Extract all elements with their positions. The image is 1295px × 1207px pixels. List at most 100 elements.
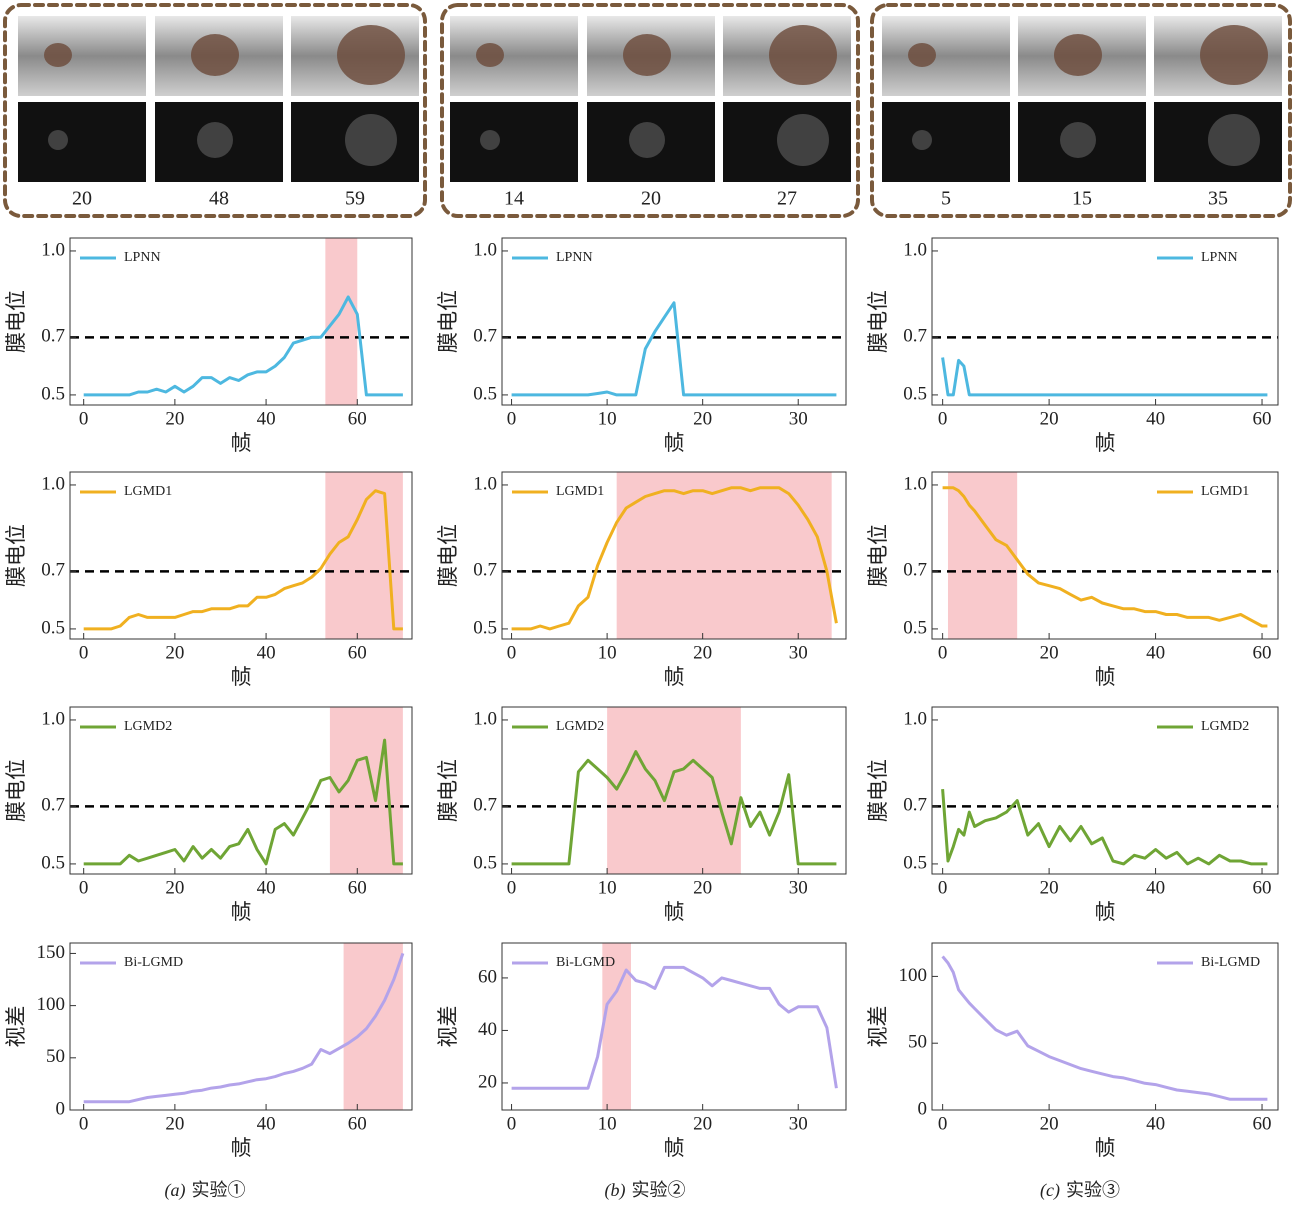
x-tick-label: 10 xyxy=(598,642,617,663)
y-tick-label: 0 xyxy=(918,1098,928,1119)
y-tick-label: 0.7 xyxy=(41,560,65,581)
x-tick-label: 40 xyxy=(257,1113,276,1134)
legend-label: LGMD2 xyxy=(124,719,172,734)
ball xyxy=(623,34,671,76)
x-axis-label: 帧 xyxy=(1095,665,1116,689)
y-tick-label: 0.7 xyxy=(903,560,927,581)
ball xyxy=(191,34,239,76)
y-tick-label: 40 xyxy=(478,1019,497,1040)
x-tick-label: 20 xyxy=(165,1113,184,1134)
caption-text: 实验① xyxy=(192,1180,246,1200)
x-tick-label: 0 xyxy=(79,408,89,429)
legend-label: LPNN xyxy=(556,250,593,265)
caption: (b) 实验② xyxy=(605,1180,686,1201)
y-axis-label: 膜电位 xyxy=(866,524,890,587)
disparity-blob xyxy=(777,114,829,166)
frame-number: 5 xyxy=(941,188,951,210)
x-tick-label: 20 xyxy=(693,408,712,429)
highlight-region xyxy=(947,472,1018,639)
series-line xyxy=(511,965,838,1090)
disparity-blob xyxy=(912,130,932,150)
caption-label: (a) xyxy=(165,1180,186,1201)
y-axis-label: 膜电位 xyxy=(436,524,460,587)
y-tick-label: 0.7 xyxy=(473,795,497,816)
y-tick-label: 0 xyxy=(56,1098,66,1119)
highlight-region xyxy=(343,943,403,1110)
y-tick-label: 0.5 xyxy=(41,852,65,873)
frame-number: 15 xyxy=(1072,188,1092,210)
panel-frame xyxy=(870,3,1292,218)
x-tick-label: 20 xyxy=(1040,1113,1059,1134)
x-axis-label: 帧 xyxy=(664,665,685,689)
ball xyxy=(1054,34,1102,76)
axes-box xyxy=(69,706,413,875)
x-tick-label: 0 xyxy=(79,642,89,663)
x-tick-label: 20 xyxy=(165,642,184,663)
series-line xyxy=(511,486,838,631)
panel-frame xyxy=(440,3,860,218)
x-tick-label: 20 xyxy=(165,877,184,898)
axes-box xyxy=(931,706,1279,875)
y-tick-label: 1.0 xyxy=(473,708,497,729)
y-axis-label: 膜电位 xyxy=(866,290,890,353)
ball xyxy=(908,43,936,67)
x-axis-label: 帧 xyxy=(231,665,252,689)
axes-box xyxy=(931,471,1279,640)
axes-box xyxy=(69,471,413,640)
axes-box xyxy=(69,237,413,406)
x-axis-label: 帧 xyxy=(1095,900,1116,924)
panel-frame xyxy=(3,3,427,218)
y-tick-label: 0.5 xyxy=(473,383,497,404)
y-tick-label: 0.5 xyxy=(903,852,927,873)
y-tick-label: 0.7 xyxy=(473,560,497,581)
camera-image xyxy=(450,16,578,96)
x-tick-label: 30 xyxy=(789,642,808,663)
y-tick-label: 0.7 xyxy=(41,326,65,347)
legend-label: Bi-LGMD xyxy=(1201,955,1260,970)
y-axis-label: 视差 xyxy=(436,1006,460,1048)
series-line xyxy=(511,301,837,397)
disparity-blob xyxy=(629,122,665,158)
legend-label: LGMD1 xyxy=(1201,484,1249,499)
frame-number: 27 xyxy=(777,188,797,210)
x-tick-label: 40 xyxy=(257,642,276,663)
caption: (c) 实验③ xyxy=(1040,1180,1120,1201)
x-tick-label: 30 xyxy=(789,877,808,898)
x-tick-label: 0 xyxy=(938,642,948,663)
axes-box xyxy=(931,942,1279,1111)
x-tick-label: 60 xyxy=(348,877,367,898)
x-tick-label: 0 xyxy=(507,408,517,429)
x-tick-label: 40 xyxy=(257,408,276,429)
axes-box xyxy=(501,237,847,406)
x-tick-label: 30 xyxy=(789,1113,808,1134)
x-axis-label: 帧 xyxy=(231,1136,252,1160)
legend-label: LPNN xyxy=(124,250,161,265)
x-tick-label: 20 xyxy=(1040,877,1059,898)
y-tick-label: 0.5 xyxy=(473,617,497,638)
frame-number: 20 xyxy=(641,188,661,210)
y-axis-label: 膜电位 xyxy=(4,290,28,353)
x-tick-label: 60 xyxy=(348,1113,367,1134)
x-tick-label: 60 xyxy=(348,408,367,429)
y-tick-label: 1.0 xyxy=(903,708,927,729)
x-axis-label: 帧 xyxy=(664,900,685,924)
y-axis-label: 视差 xyxy=(866,1006,890,1048)
frame-number: 20 xyxy=(72,188,92,210)
y-tick-label: 0.5 xyxy=(41,383,65,404)
disparity-blob xyxy=(1208,114,1260,166)
y-tick-label: 1.0 xyxy=(903,239,927,260)
highlight-region xyxy=(325,238,358,405)
y-axis-label: 膜电位 xyxy=(4,759,28,822)
x-tick-label: 60 xyxy=(1253,408,1272,429)
x-tick-label: 0 xyxy=(79,877,89,898)
highlight-region xyxy=(607,707,741,874)
y-axis-label: 视差 xyxy=(4,1006,28,1048)
legend-label: Bi-LGMD xyxy=(124,955,183,970)
caption-text: 实验② xyxy=(632,1180,686,1200)
x-tick-label: 20 xyxy=(1040,408,1059,429)
highlight-region xyxy=(616,472,832,639)
frame-number: 59 xyxy=(345,188,365,210)
series-line xyxy=(941,788,1268,866)
y-axis-label: 膜电位 xyxy=(866,759,890,822)
